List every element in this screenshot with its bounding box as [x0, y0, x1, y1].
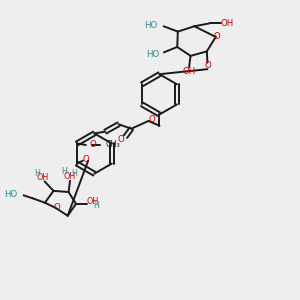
- Text: O: O: [118, 134, 125, 143]
- Text: H: H: [72, 169, 77, 178]
- Text: OH: OH: [37, 173, 49, 182]
- Text: O: O: [89, 140, 96, 149]
- Text: O: O: [204, 61, 211, 70]
- Text: OH: OH: [86, 197, 98, 206]
- Text: O: O: [82, 155, 89, 164]
- Text: HO: HO: [4, 190, 17, 199]
- Text: O: O: [214, 32, 220, 41]
- Text: O: O: [149, 115, 155, 124]
- Text: OH: OH: [182, 67, 196, 76]
- Text: H: H: [61, 167, 67, 176]
- Text: HO: HO: [144, 21, 158, 30]
- Text: OH: OH: [64, 172, 76, 181]
- Text: H: H: [93, 201, 99, 210]
- Text: O: O: [53, 202, 60, 211]
- Text: CH₃: CH₃: [105, 140, 120, 149]
- Text: OH: OH: [221, 19, 234, 28]
- Text: H: H: [34, 169, 40, 178]
- Text: HO: HO: [146, 50, 159, 58]
